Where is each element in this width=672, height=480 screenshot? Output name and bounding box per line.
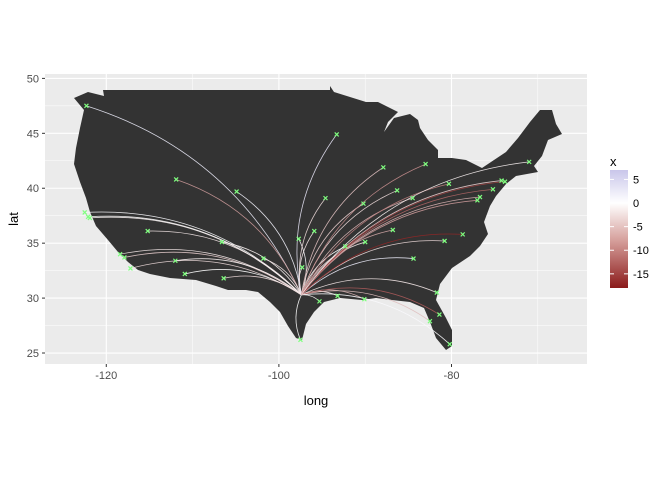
x-axis-title: long xyxy=(304,393,329,408)
flight-route xyxy=(301,181,506,296)
destination-point xyxy=(182,271,188,277)
flight-route xyxy=(301,287,440,315)
destination-point xyxy=(390,227,396,233)
destination-point xyxy=(394,188,400,193)
destination-point xyxy=(526,159,532,165)
destination-point xyxy=(436,312,442,317)
destination-point xyxy=(434,290,440,296)
flight-route xyxy=(300,203,364,295)
y-tick-label: 50 xyxy=(27,73,39,85)
destination-point xyxy=(173,177,179,182)
legend-break-label: 5 xyxy=(633,174,639,186)
destination-point xyxy=(411,256,416,261)
legend-break-label: -10 xyxy=(633,245,649,257)
destination-point xyxy=(172,258,178,264)
destination-point xyxy=(87,215,93,221)
legend-break-label: -15 xyxy=(633,269,649,281)
destination-point xyxy=(334,131,340,137)
y-tick-label: 35 xyxy=(27,238,39,250)
destination-point xyxy=(298,337,303,343)
flight-route xyxy=(147,230,302,296)
flight-route xyxy=(263,258,302,295)
destination-point xyxy=(361,201,366,207)
flight-route xyxy=(301,257,414,296)
destination-point xyxy=(317,298,322,304)
y-tick-label: 40 xyxy=(27,183,39,195)
legend-breaks: 5 0 -5 -10 -15 xyxy=(610,174,649,281)
map-layer xyxy=(74,86,562,350)
destination-point xyxy=(145,228,151,234)
flight-route xyxy=(301,290,431,322)
destination-point xyxy=(423,161,429,167)
destination-point xyxy=(221,275,227,281)
y-axis-title: lat xyxy=(6,212,21,226)
destination-point xyxy=(490,186,496,192)
flight-route xyxy=(175,258,302,296)
flight-route xyxy=(300,167,384,295)
flight-route xyxy=(298,197,326,295)
flight-route xyxy=(176,179,302,295)
flight-route xyxy=(301,293,451,345)
destination-point xyxy=(447,341,453,347)
x-tick-label: -120 xyxy=(95,370,117,382)
destination-point xyxy=(362,239,368,245)
destination-points xyxy=(82,103,532,347)
destination-point xyxy=(361,296,367,302)
flight-route xyxy=(296,134,338,295)
destination-point xyxy=(82,209,88,215)
x-tick-label: -80 xyxy=(444,370,460,382)
legend-break-label: -5 xyxy=(633,222,643,234)
flight-route xyxy=(300,163,426,295)
flight-route xyxy=(301,161,530,296)
flight-route xyxy=(300,197,413,295)
destination-point xyxy=(477,194,483,200)
destination-point xyxy=(460,231,466,237)
destination-point xyxy=(502,179,508,185)
destination-point xyxy=(121,255,127,260)
destination-point xyxy=(117,251,123,257)
destination-point xyxy=(296,236,302,242)
legend: x 5 0 -5 -10 -15 xyxy=(610,154,649,288)
legend-colorbar xyxy=(610,170,628,288)
axis-ticks: -120 -100 -80 25 30 35 40 45 50 xyxy=(27,73,460,382)
flight-route xyxy=(124,251,302,296)
destination-point xyxy=(128,266,133,271)
destination-point xyxy=(335,293,341,299)
legend-break-label: 0 xyxy=(633,198,639,210)
destination-point xyxy=(380,164,386,170)
y-tick-label: 30 xyxy=(27,293,39,305)
destination-point xyxy=(219,239,225,245)
destination-point xyxy=(499,178,504,183)
legend-title: x xyxy=(610,154,617,169)
destination-point xyxy=(84,103,89,109)
destination-point xyxy=(342,244,348,249)
destination-point xyxy=(311,228,317,234)
destination-point xyxy=(299,264,305,270)
flight-routes xyxy=(84,105,530,345)
destination-point xyxy=(442,238,448,244)
flight-route xyxy=(301,278,437,296)
x-tick-label: -100 xyxy=(268,370,290,382)
flight-route xyxy=(223,275,302,296)
destination-point xyxy=(427,318,433,324)
y-tick-label: 25 xyxy=(27,348,39,360)
destination-point xyxy=(260,256,266,261)
destination-point xyxy=(323,195,328,201)
destination-point xyxy=(234,189,240,194)
usa-landmass xyxy=(74,86,562,350)
destination-point xyxy=(446,181,452,187)
flight-route xyxy=(295,294,302,340)
destination-point xyxy=(410,195,416,201)
flight-route xyxy=(301,233,463,296)
flight-route xyxy=(89,216,302,296)
y-tick-label: 45 xyxy=(27,128,39,140)
